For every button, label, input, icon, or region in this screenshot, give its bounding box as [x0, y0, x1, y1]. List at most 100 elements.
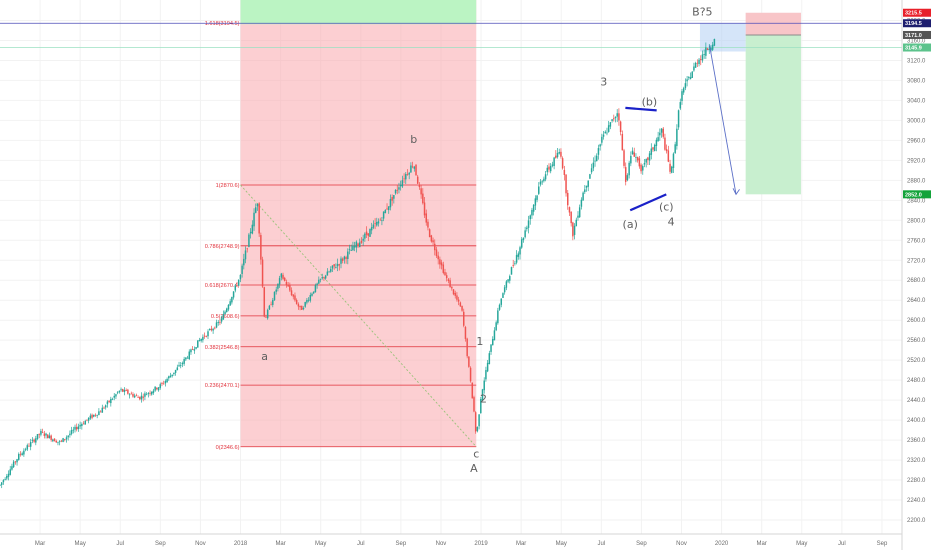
candle-body — [0, 484, 1, 486]
wave-label: A — [470, 462, 478, 475]
candle-body — [43, 433, 46, 436]
x-tick-label: 2018 — [234, 541, 248, 547]
candle-body — [365, 231, 368, 235]
fib-level-label: 0.786(2748.9) — [205, 244, 240, 250]
candle-body — [331, 265, 334, 269]
candle-body — [563, 169, 566, 175]
x-tick-label: May — [315, 541, 326, 547]
candle-body — [79, 424, 81, 427]
candle-body — [648, 153, 651, 161]
candle-body — [434, 243, 436, 251]
candle-body — [350, 250, 352, 251]
candle-body — [384, 209, 387, 214]
x-tick-label: Mar — [35, 541, 45, 547]
candle-body — [435, 249, 438, 256]
candle-body — [93, 414, 95, 417]
candle-body — [449, 280, 451, 288]
candle-body — [454, 292, 456, 296]
candle-body — [503, 287, 506, 293]
candle-body — [166, 378, 168, 383]
candle-body — [193, 349, 196, 351]
candle-body — [483, 380, 485, 391]
candle-body — [578, 207, 581, 218]
candle-body — [439, 259, 441, 265]
candle-body — [12, 461, 15, 468]
candle-body — [681, 91, 683, 102]
time-axis[interactable]: Mar May Jul Sep Nov 2018 Mar May Jul Sep Nov 2019 Ma… — [0, 533, 902, 547]
candle-body — [699, 59, 702, 60]
candle-body — [185, 357, 187, 360]
candle-body — [159, 384, 162, 388]
y-tick-label: 2320.0 — [907, 458, 926, 464]
candle-body — [394, 189, 397, 194]
candle-body — [543, 178, 545, 182]
candle-body — [101, 407, 104, 413]
y-tick-label: 2880.0 — [907, 178, 926, 184]
candle-body — [144, 393, 146, 397]
wave-label: (a) — [623, 218, 638, 231]
candle-body — [64, 439, 66, 440]
candle-body — [502, 293, 504, 298]
candle-body — [38, 433, 40, 435]
candle-body — [413, 166, 416, 169]
candle-body — [220, 318, 223, 322]
y-tick-label: 2800.0 — [907, 218, 926, 224]
candle-body — [6, 475, 8, 479]
candle-body — [659, 132, 661, 136]
candle-body — [684, 83, 687, 89]
x-tick-label: Nov — [436, 541, 447, 547]
candle-body — [422, 193, 424, 204]
candle-body — [650, 148, 653, 155]
candle-body — [239, 274, 242, 280]
candle-body — [401, 180, 404, 187]
candle-body — [364, 233, 366, 239]
candle-body — [587, 180, 589, 187]
candle-body — [527, 220, 530, 228]
candle-body — [500, 298, 503, 305]
candle-body — [451, 286, 453, 289]
candle-body — [708, 48, 711, 51]
candle-body — [156, 387, 158, 390]
candle-body — [270, 304, 272, 306]
candle-body — [544, 174, 547, 180]
candle-body — [227, 304, 230, 310]
candle-body — [618, 113, 620, 121]
candle-body — [115, 394, 117, 397]
candle-body — [372, 224, 375, 228]
candle-body — [4, 478, 6, 480]
candle-body — [393, 195, 395, 199]
candle-body — [338, 264, 341, 266]
price-axis[interactable]: 2200.0 2240.0 2280.0 2320.0 2360.0 2400.0 2440… — [901, 0, 931, 550]
candle-body — [251, 224, 254, 234]
y-tick-label: 2760.0 — [907, 238, 926, 244]
candle-body — [46, 434, 49, 439]
candle-body — [405, 174, 407, 180]
candle-body — [456, 295, 458, 300]
candle-body — [301, 305, 303, 310]
candle-body — [701, 54, 704, 61]
candle-body — [614, 116, 617, 119]
candle-body — [698, 59, 700, 64]
x-tick-label: Nov — [195, 541, 206, 547]
candle-body — [289, 285, 291, 291]
wave-labels: a b cA 1 2 3 (a) (b) (c) 4 B?5 — [261, 5, 712, 475]
x-tick-label: May — [796, 541, 807, 547]
candle-body — [485, 370, 487, 380]
candle-body — [546, 167, 549, 173]
candle-body — [606, 132, 608, 134]
candle-body — [520, 239, 523, 248]
candle-body — [58, 441, 61, 443]
candle-body — [36, 434, 39, 439]
candle-body — [67, 435, 69, 438]
candle-body — [9, 469, 11, 475]
candle-body — [425, 213, 427, 223]
x-tick-label: Jul — [357, 541, 365, 547]
candle-body — [495, 322, 497, 331]
y-tick-label: 2200.0 — [907, 518, 926, 524]
candlesticks — [0, 38, 716, 489]
candle-body — [604, 131, 607, 134]
y-tick-label: 3120.0 — [907, 58, 926, 64]
candle-body — [133, 395, 136, 398]
candle-body — [69, 433, 71, 436]
